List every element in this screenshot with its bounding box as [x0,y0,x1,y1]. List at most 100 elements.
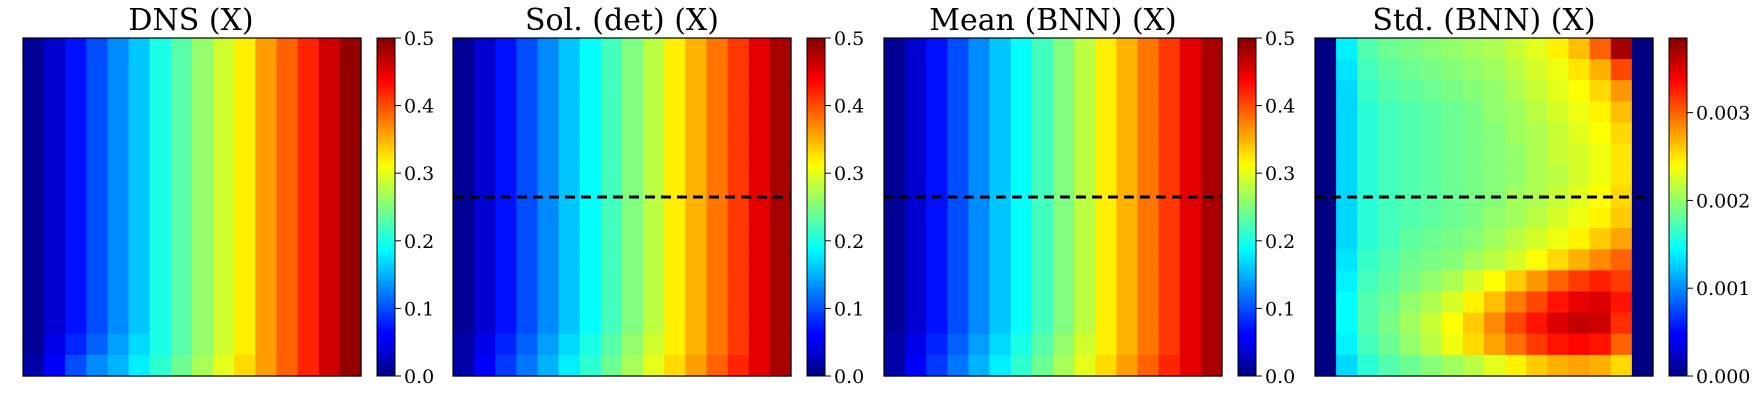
heatmap-cell [149,185,172,208]
heatmap-cell [905,164,927,187]
heatmap-cell [1568,80,1591,102]
heatmap-cell [86,164,109,187]
heatmap-cell [1547,122,1570,145]
heatmap-cell [297,101,320,124]
heatmap-cell [276,143,299,166]
heatmap-cell [453,101,475,124]
heatmap-cell [1610,143,1633,166]
heatmap-cell [149,122,172,145]
heatmap-cell [1547,38,1570,60]
heatmap-cell [170,249,193,271]
heatmap-cell [706,354,729,377]
heatmap-cell [664,354,686,377]
heatmap-cell [474,122,496,145]
heatmap-cell [1053,122,1075,145]
heatmap-cell [1137,291,1160,314]
heatmap-cell [1053,228,1075,250]
heatmap-cell [297,143,320,166]
heatmap-cell [65,354,87,377]
plot-frame [452,37,792,377]
heatmap-cell [643,249,665,271]
heatmap-cell [318,354,341,377]
heatmap-cell [44,270,66,293]
heatmap-cell [748,59,771,81]
heatmap-cell [107,291,130,314]
heatmap-cell [1336,291,1358,314]
heatmap-cell [1610,228,1633,250]
heatmap-cell [128,228,151,250]
heatmap-cell [170,122,193,145]
colorbar-frame [806,37,826,377]
heatmap-cell [297,249,320,271]
heatmap-cell [318,101,341,124]
heatmap-cell [234,38,256,60]
heatmap-cell [213,80,235,102]
heatmap-cell [905,143,927,166]
heatmap-cell [192,80,214,102]
heatmap-cell [44,312,66,335]
heatmap-cell [643,80,665,102]
heatmap-cell [65,333,87,356]
heatmap-cell [44,122,66,145]
heatmap-cell [276,312,299,335]
heatmap-cell [149,38,172,60]
heatmap-cell [1631,333,1654,356]
heatmap-cell [192,291,214,314]
colorbar-tick-label: 0.3 [1265,163,1295,185]
heatmap-cell [1462,38,1485,60]
heatmap-cell [255,185,278,208]
heatmap-cell [1053,291,1075,314]
heatmap-cell [1378,101,1401,124]
heatmap-cell [276,333,299,356]
heatmap-cell [622,312,644,335]
heatmap-cell [128,249,151,271]
heatmap-cell [1158,207,1181,229]
heatmap-cell [23,207,45,229]
heatmap-cell [1631,164,1654,187]
heatmap-cell [905,249,927,271]
heatmap-cell [1158,228,1181,250]
heatmap-cell [1315,185,1337,208]
heatmap-cell [1505,143,1527,166]
heatmap-cell [1336,270,1358,293]
heatmap-cell [339,101,362,124]
heatmap-cell [23,143,45,166]
heatmap-cell [339,38,362,60]
heatmap-cell [727,80,750,102]
heatmap-cell [685,207,708,229]
heatmap-cell [727,333,750,356]
heatmap-cell [1399,270,1422,293]
heatmap-cell [297,38,320,60]
heatmap-cell [1526,164,1548,187]
heatmap-cell [537,59,560,81]
panel-title: Std. (BNN) (X) [1372,3,1595,38]
heatmap-cell [905,185,927,208]
heatmap-cell [474,270,496,293]
heatmap-cell [1568,38,1591,60]
heatmap-cell [622,354,644,377]
colorbar-ticks: 0.0 0.1 0.2 0.3 0.4 0.5 [825,28,864,388]
heatmap-cell [1357,249,1379,271]
heatmap-cell [643,228,665,250]
panel-std-bnn: Std. (BNN) (X) 0.000 0.001 0.002 0.003 [1314,3,1750,388]
heatmap-cell [1420,59,1443,81]
heatmap-cell [1357,38,1379,60]
heatmap-cell [1200,270,1223,293]
heatmap-cell [558,143,581,166]
heatmap-cell [1631,101,1654,124]
heatmap-cell [600,228,623,250]
heatmap-cell [213,354,235,377]
heatmap-cell [170,270,193,293]
heatmap-cell [685,291,708,314]
colorbar-frame [376,37,396,377]
heatmap-cell [1200,207,1223,229]
heatmap-cell [23,185,45,208]
heatmap-cell [1010,164,1033,187]
heatmap-cell [1053,270,1075,293]
heatmap-cell [1336,38,1358,60]
heatmap-cell [318,270,341,293]
heatmap-cell [1200,354,1223,377]
heatmap-cell [1179,333,1202,356]
heatmap-cell [1137,228,1160,250]
heatmap-cell [339,354,362,377]
